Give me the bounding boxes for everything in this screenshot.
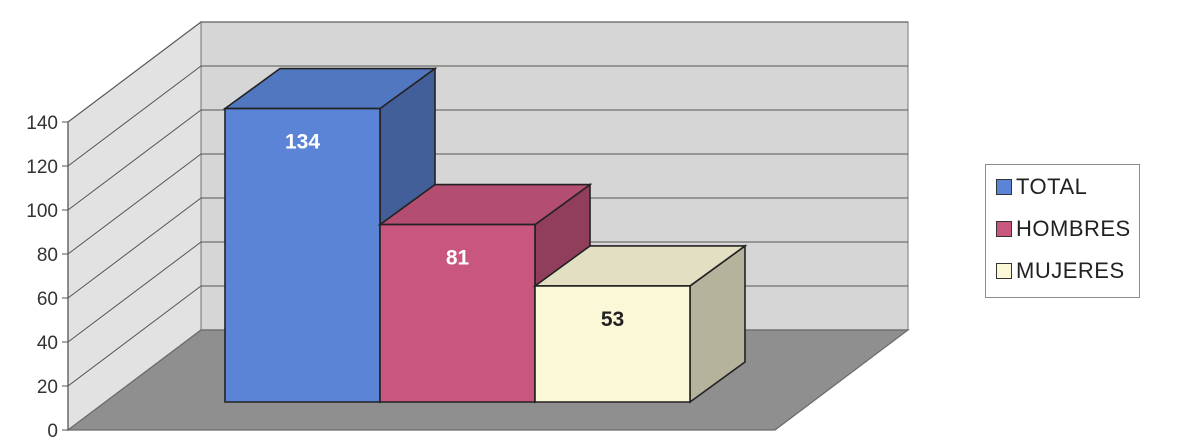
legend-label-total: TOTAL <box>1016 174 1088 199</box>
legend-item-hombres: HOMBRES <box>996 215 1131 243</box>
gridline <box>67 21 908 123</box>
gridline <box>67 65 908 167</box>
legend-item-mujeres: MUJERES <box>996 257 1125 285</box>
data-label: 53 <box>601 308 624 331</box>
legend: TOTAL HOMBRES MUJERES <box>985 164 1140 298</box>
y-tick-label: 20 <box>37 377 58 398</box>
data-label: 134 <box>285 131 320 154</box>
y-tick-label: 40 <box>37 333 58 354</box>
legend-swatch-total <box>996 179 1012 195</box>
legend-swatch-mujeres <box>996 263 1012 279</box>
legend-label-hombres: HOMBRES <box>1016 216 1131 241</box>
gridline <box>67 153 908 255</box>
bar-mujeres <box>532 244 748 404</box>
y-tick-label: 60 <box>37 289 58 310</box>
bar-front <box>224 107 381 403</box>
y-tick-label: 120 <box>26 157 58 178</box>
y-tick-label: 0 <box>47 421 58 442</box>
legend-swatch-hombres <box>996 221 1012 237</box>
gridline <box>67 241 908 343</box>
gridline <box>67 109 908 211</box>
legend-label-mujeres: MUJERES <box>1016 258 1125 283</box>
data-label: 81 <box>446 247 470 270</box>
bar-front <box>534 285 691 403</box>
bar-front <box>379 223 536 403</box>
gridline <box>67 197 908 299</box>
legend-item-total: TOTAL <box>996 173 1087 201</box>
y-tick-label: 80 <box>37 245 58 266</box>
y-tick-label: 100 <box>26 201 58 222</box>
y-tick-label: 140 <box>26 113 58 134</box>
